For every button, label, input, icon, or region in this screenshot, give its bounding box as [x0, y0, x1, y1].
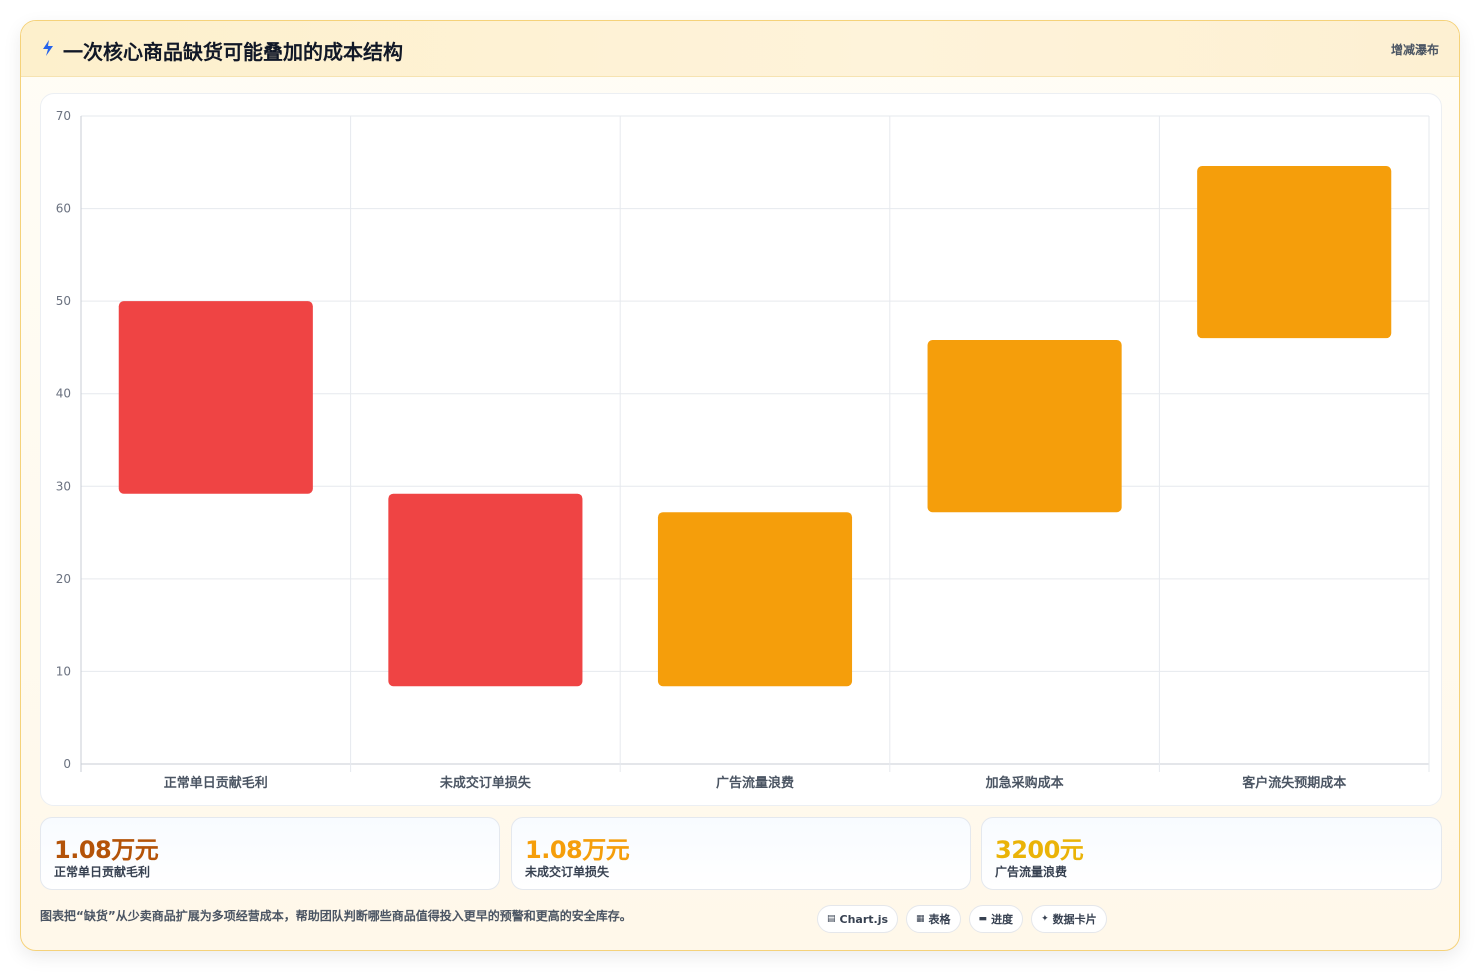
chip-label: Chart.js	[839, 912, 889, 926]
feature-chips: ▤ Chart.js ▦ 表格 ▬ 进度 ✦ 数据卡片	[817, 905, 1107, 933]
y-tick-label: 70	[56, 109, 71, 123]
chart-footnote: 图表把“缺货”从少卖商品扩展为多项经营成本，帮助团队判断哪些商品值得投入更早的预…	[40, 909, 632, 923]
card-header: 一次核心商品缺货可能叠加的成本结构 增减瀑布	[21, 21, 1459, 77]
waterfall-bar	[1197, 165, 1392, 339]
stat-value: 3200元	[995, 836, 1084, 864]
chip-label: 表格	[928, 913, 951, 926]
chip-table[interactable]: ▦ 表格	[906, 905, 961, 933]
chart-panel: 0 10 20 30 40 50 60 70 正常单日贡献毛利 未成交订单损失 广告流量浪费 加急采购…	[40, 93, 1442, 806]
y-tick-label: 60	[56, 202, 71, 216]
x-tick-label: 广告流量浪费	[716, 775, 794, 791]
waterfall-bar	[388, 493, 583, 687]
x-tick-label: 未成交订单损失	[439, 775, 532, 791]
y-tick-label: 40	[56, 387, 71, 401]
lightning-icon	[43, 40, 53, 56]
chart-icon: ▤	[827, 914, 836, 924]
chip-label: 进度	[991, 913, 1014, 926]
waterfall-bar	[118, 301, 313, 494]
stat-card-ad-waste: 3200元 广告流量浪费	[981, 817, 1442, 890]
stat-label: 未成交订单损失	[525, 865, 610, 879]
stat-value: 1.08万元	[525, 836, 630, 864]
y-tick-label: 10	[56, 664, 71, 678]
x-tick-label: 客户流失预期成本	[1242, 775, 1346, 791]
chart-title: 一次核心商品缺货可能叠加的成本结构	[63, 40, 403, 64]
waterfall-bar	[927, 340, 1122, 513]
stat-label: 正常单日贡献毛利	[54, 865, 151, 879]
y-tick-label: 20	[56, 572, 71, 586]
waterfall-chart: 0 10 20 30 40 50 60 70 正常单日贡献毛利 未成交订单损失 广告流量浪费 加急采购…	[56, 109, 1430, 791]
chip-label: 数据卡片	[1052, 913, 1097, 926]
chip-chartjs[interactable]: ▤ Chart.js	[817, 905, 899, 933]
chip-progress[interactable]: ▬ 进度	[968, 905, 1024, 933]
stat-card-lost-orders: 1.08万元 未成交订单损失	[511, 817, 971, 890]
stat-value: 1.08万元	[54, 836, 159, 864]
waterfall-bar	[657, 512, 853, 687]
chip-data-card[interactable]: ✦ 数据卡片	[1031, 905, 1107, 933]
stat-card-gross-margin: 1.08万元 正常单日贡献毛利	[40, 817, 500, 890]
view-mode-label[interactable]: 增减瀑布	[1390, 43, 1439, 57]
sparkle-icon: ✦	[1041, 914, 1049, 924]
x-tick-label: 正常单日贡献毛利	[164, 775, 268, 791]
y-tick-label: 30	[56, 479, 71, 493]
chart-card: 一次核心商品缺货可能叠加的成本结构 增减瀑布 0 10 20 30 40 50 60 70 正常…	[20, 20, 1460, 951]
y-tick-label: 50	[56, 294, 71, 308]
stat-label: 广告流量浪费	[995, 865, 1068, 879]
table-icon: ▦	[916, 914, 925, 924]
x-tick-label: 加急采购成本	[985, 775, 1064, 791]
y-tick-label: 0	[63, 757, 71, 771]
progress-icon: ▬	[978, 914, 988, 924]
